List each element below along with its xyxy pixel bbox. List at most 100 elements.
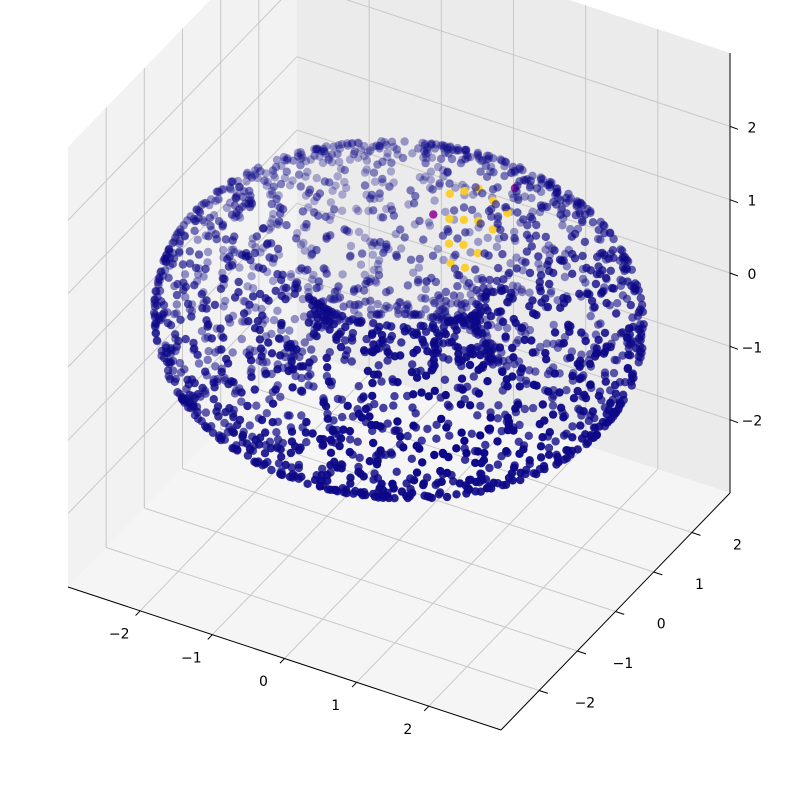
scatter-point <box>417 388 426 397</box>
scatter-point <box>172 300 181 309</box>
scatter-point <box>253 316 263 326</box>
scatter-point <box>332 335 341 344</box>
scatter-point <box>578 251 587 261</box>
scatter-point <box>409 199 419 208</box>
scatter-point <box>250 248 260 258</box>
scatter-point <box>503 425 512 435</box>
scatter-point <box>428 320 438 330</box>
scatter-point <box>382 140 391 150</box>
scatter-point <box>298 153 307 162</box>
scatter-point <box>408 149 417 158</box>
scatter-point <box>297 472 306 481</box>
scatter-point <box>346 479 355 488</box>
scatter-point <box>484 424 493 434</box>
scatter-point <box>338 190 347 199</box>
scatter-point <box>322 353 331 363</box>
scatter-point <box>285 326 294 335</box>
scatter-point <box>349 489 358 498</box>
scatter-point <box>606 266 615 275</box>
scatter-point <box>219 245 228 255</box>
scatter-point <box>560 272 570 282</box>
scatter-point <box>280 173 290 183</box>
scatter-point <box>330 287 340 297</box>
scatter-point <box>194 270 203 279</box>
scatter-point <box>548 410 558 419</box>
scatter-point <box>510 227 519 237</box>
scatter-point <box>227 177 236 187</box>
scatter-point <box>510 359 519 369</box>
scatter-point <box>619 390 628 399</box>
scatter-point <box>307 345 316 354</box>
scatter-point <box>588 218 598 227</box>
scatter-point <box>176 368 186 377</box>
scatter-point <box>494 401 503 410</box>
scatter-point <box>467 205 477 215</box>
scatter-point <box>365 457 374 466</box>
scatter-point <box>202 304 211 313</box>
scatter-point <box>350 147 359 156</box>
scatter-point <box>613 299 622 308</box>
scatter-point <box>471 265 480 274</box>
scatter-point <box>423 492 433 501</box>
scatter-point <box>295 352 304 362</box>
scatter-point <box>369 319 378 328</box>
scatter-point <box>298 362 308 371</box>
scatter-point <box>286 272 296 282</box>
scatter-point <box>212 235 221 244</box>
scatter-point <box>373 160 382 169</box>
scatter-point <box>441 287 451 297</box>
scatter-point <box>226 185 235 194</box>
scatter-point <box>365 412 374 421</box>
scatter-point <box>536 173 546 182</box>
scatter-point <box>205 213 214 223</box>
y-tick-mark <box>615 611 625 615</box>
scatter-point <box>498 250 507 259</box>
scatter-point <box>217 432 227 441</box>
scatter-point <box>368 142 378 152</box>
scatter-point <box>334 141 343 150</box>
scatter-point <box>166 358 175 367</box>
scatter-point <box>459 318 469 328</box>
scatter-point <box>266 444 276 453</box>
scatter-point <box>227 245 236 254</box>
highlight-point <box>488 225 497 234</box>
y-tick-label: 2 <box>733 538 742 554</box>
scatter-point <box>228 348 237 357</box>
scatter-point <box>511 318 520 328</box>
scatter-point <box>206 221 215 231</box>
scatter-point <box>498 367 507 377</box>
scatter-point <box>409 476 419 485</box>
scatter-point <box>462 448 471 458</box>
scatter-point <box>423 143 432 152</box>
scatter-point <box>423 424 432 434</box>
scatter-point <box>322 142 331 151</box>
scatter-point <box>604 254 613 263</box>
scatter-point <box>324 377 334 386</box>
scatter-point <box>525 456 534 465</box>
scatter-point <box>465 401 475 410</box>
highlight-point <box>460 263 470 272</box>
scatter-point <box>575 374 584 384</box>
scatter-point <box>363 276 372 286</box>
scatter-point <box>445 143 455 152</box>
scatter-point <box>183 299 193 309</box>
scatter-point <box>313 144 322 153</box>
scatter-point <box>409 310 418 319</box>
scatter-point <box>345 155 355 164</box>
scatter-point <box>194 359 204 368</box>
scatter-point <box>453 143 462 153</box>
y-tick-label: −2 <box>575 696 596 712</box>
scatter-point <box>282 156 292 165</box>
scatter-point <box>232 194 241 203</box>
scatter-point <box>539 461 549 471</box>
scatter-point <box>393 150 402 159</box>
scatter-point <box>368 348 378 357</box>
scatter-point <box>541 232 550 242</box>
scatter-point <box>302 438 311 447</box>
scatter-point <box>252 232 262 241</box>
z-tick-mark <box>729 125 739 130</box>
scatter-point <box>551 437 560 446</box>
scatter-point <box>602 298 611 308</box>
scatter-point <box>205 200 214 210</box>
scatter-point <box>401 305 411 314</box>
